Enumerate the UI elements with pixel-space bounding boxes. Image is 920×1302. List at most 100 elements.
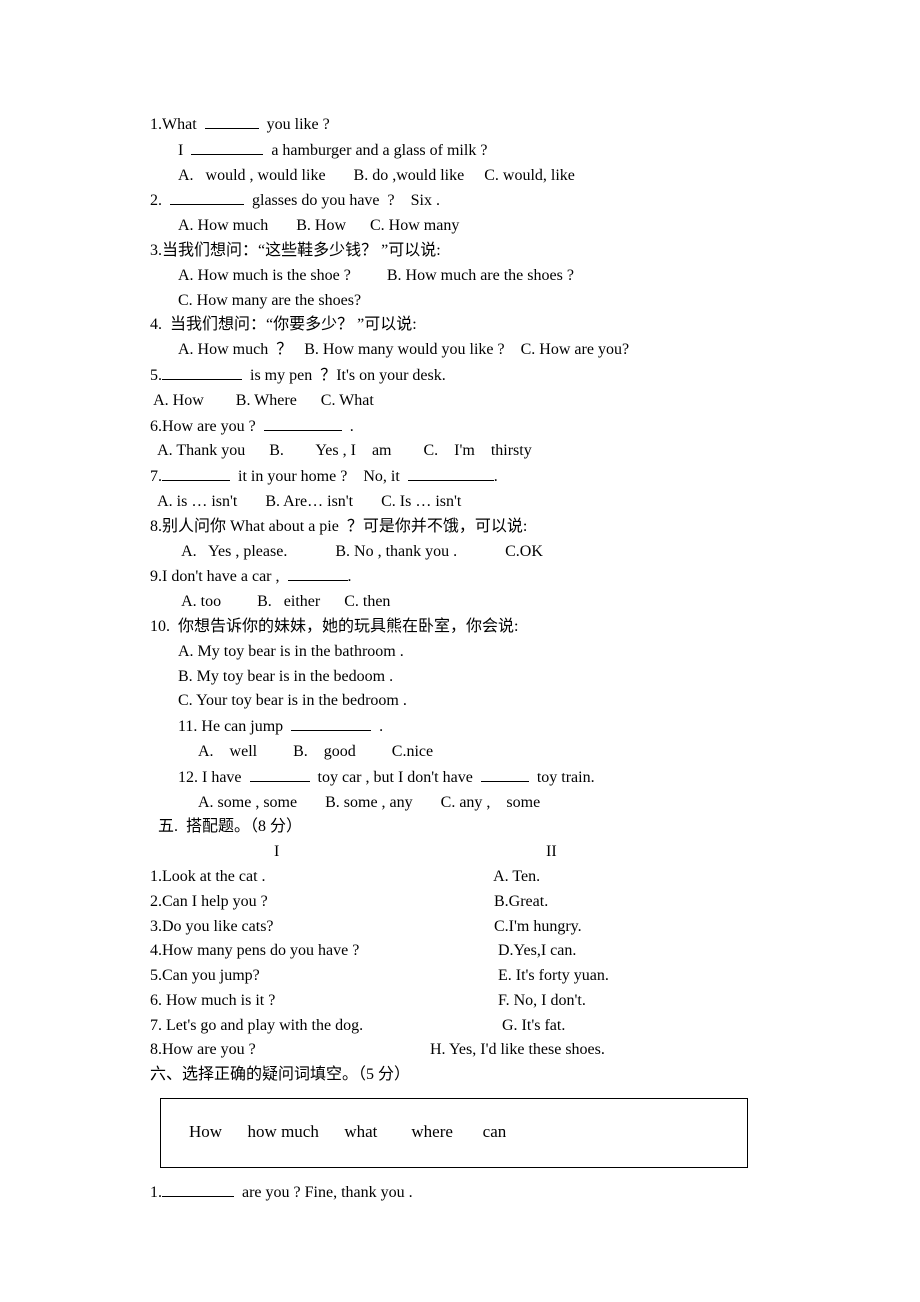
col-header-i: I (150, 840, 490, 865)
q12-options: A. some , some B. some , any C. any , so… (150, 791, 770, 816)
question-3: 3.当我们想问：“这些鞋多少钱？ ”可以说: A. How much is th… (150, 239, 770, 313)
matching-row: 3.Do you like cats? C.I'm hungry. (150, 915, 770, 940)
question-11: 11. He can jump . A. well B. good C.nice (150, 714, 770, 765)
match-right: D.Yes,I can. (490, 939, 576, 964)
q4-line1: 4. 当我们想问：“你要多少？ ”可以说: (150, 313, 770, 338)
question-9: 9.I don't have a car , . A. too B. eithe… (150, 564, 770, 615)
matching-row: 5.Can you jump? E. It's forty yuan. (150, 964, 770, 989)
q8-line1: 8.别人问你 What about a pie ？可是你并不饿，可以说: (150, 515, 770, 540)
blank (162, 363, 242, 380)
wordbox-wrap: How how much what where can (150, 1088, 770, 1168)
q9-line1: 9.I don't have a car , . (150, 564, 770, 590)
q3-options-2: C. How many are the shoes? (150, 289, 770, 314)
q1-line2: I a hamburger and a glass of milk ? (150, 138, 770, 164)
q12-text: toy car , but I don't have (310, 769, 481, 786)
question-8: 8.别人问你 What about a pie ？可是你并不饿，可以说: A. … (150, 515, 770, 565)
q6-text: 6.How are you ? (150, 418, 264, 435)
q10-option-a: A. My toy bear is in the bathroom . (150, 640, 770, 665)
q11-options: A. well B. good C.nice (150, 740, 770, 765)
blank (264, 414, 342, 431)
matching-row: 6. How much is it ? F. No, I don't. (150, 989, 770, 1014)
q12-text: toy train. (529, 769, 595, 786)
q6-options: A. Thank you B. Yes , I am C. I'm thirst… (150, 439, 770, 464)
q5-line1: 5. is my pen ？It's on your desk. (150, 363, 770, 389)
q1-line1: 1.What you like ? (150, 112, 770, 138)
q7-line1: 7. it in your home ? No, it . (150, 464, 770, 490)
word-box: How how much what where can (160, 1098, 748, 1168)
match-left: 8.How are you ? (150, 1038, 430, 1063)
q1-text: a hamburger and a glass of milk ? (263, 142, 487, 159)
q2-line1: 2. glasses do you have ? Six . (150, 188, 770, 214)
blank (205, 112, 259, 129)
q1-text: I (178, 142, 191, 159)
q9-text: . (348, 568, 352, 585)
question-2: 2. glasses do you have ? Six . A. How mu… (150, 188, 770, 239)
match-right: H. Yes, I'd like these shoes. (430, 1038, 605, 1063)
match-left: 3.Do you like cats? (150, 915, 490, 940)
q12-text: 12. I have (178, 769, 250, 786)
matching-row: 4.How many pens do you have ? D.Yes,I ca… (150, 939, 770, 964)
q8-options: A. Yes , please. B. No , thank you . C.O… (150, 540, 770, 565)
question-5: 5. is my pen ？It's on your desk. A. How … (150, 363, 770, 414)
match-left: 1.Look at the cat . (150, 865, 490, 890)
q5-options: A. How B. Where C. What (150, 389, 770, 414)
matching-header: I II (150, 840, 770, 865)
q9-options: A. too B. either C. then (150, 590, 770, 615)
blank (162, 464, 230, 481)
q7-text: it in your home ? No, it (230, 468, 408, 485)
blank (288, 564, 348, 581)
match-right: E. It's forty yuan. (490, 964, 609, 989)
match-right: A. Ten. (490, 865, 540, 890)
match-left: 6. How much is it ? (150, 989, 490, 1014)
matching-row: 1.Look at the cat . A. Ten. (150, 865, 770, 890)
q7-options: A. is … isn't B. Are… isn't C. Is … isn'… (150, 490, 770, 515)
q11-text: . (371, 718, 383, 735)
section-6-title: 六、选择正确的疑问词填空。（5 分） (150, 1063, 770, 1088)
q3-options-1: A. How much is the shoe ? B. How much ar… (150, 264, 770, 289)
matching-rows: 1.Look at the cat . A. Ten.2.Can I help … (150, 865, 770, 1063)
q1-options: A. would , would like B. do ,would like … (150, 164, 770, 189)
question-1: 1.What you like ? I a hamburger and a gl… (150, 112, 770, 188)
q7-text: 7. (150, 468, 162, 485)
match-right: G. It's fat. (490, 1014, 565, 1039)
q10-option-b: B. My toy bear is in the bedoom . (150, 665, 770, 690)
q12-line1: 12. I have toy car , but I don't have to… (150, 765, 770, 791)
q1-text: 1.What (150, 116, 205, 133)
q2-options: A. How much B. How C. How many (150, 214, 770, 239)
question-4: 4. 当我们想问：“你要多少？ ”可以说: A. How much ？ B. H… (150, 313, 770, 363)
match-left: 5.Can you jump? (150, 964, 490, 989)
q3-line1: 3.当我们想问：“这些鞋多少钱？ ”可以说: (150, 239, 770, 264)
worksheet-page: 1.What you like ? I a hamburger and a gl… (0, 0, 920, 1302)
matching-row: 8.How are you ?H. Yes, I'd like these sh… (150, 1038, 770, 1063)
match-left: 4.How many pens do you have ? (150, 939, 490, 964)
blank (481, 765, 529, 782)
s6-q1: 1. are you ? Fine, thank you . (150, 1180, 770, 1206)
q11-text: 11. He can jump (178, 718, 291, 735)
q5-text: 5. (150, 367, 162, 384)
q2-text: 2. (150, 192, 170, 209)
q2-text: glasses do you have ? Six . (244, 192, 440, 209)
match-right: F. No, I don't. (490, 989, 586, 1014)
question-6: 6.How are you ? . A. Thank you B. Yes , … (150, 414, 770, 465)
col-header-ii: II (490, 840, 557, 865)
s6-q1-text: 1. (150, 1184, 162, 1201)
blank (291, 714, 371, 731)
question-7: 7. it in your home ? No, it . A. is … is… (150, 464, 770, 515)
blank (162, 1180, 234, 1197)
q4-options: A. How much ？ B. How many would you like… (150, 338, 770, 363)
match-left: 2.Can I help you ? (150, 890, 490, 915)
blank (250, 765, 310, 782)
match-left: 7. Let's go and play with the dog. (150, 1014, 490, 1039)
s6-q1-text: are you ? Fine, thank you . (234, 1184, 413, 1201)
matching-row: 2.Can I help you ? B.Great. (150, 890, 770, 915)
q10-option-c: C. Your toy bear is in the bedroom . (150, 689, 770, 714)
match-right: C.I'm hungry. (490, 915, 582, 940)
blank (170, 188, 244, 205)
q7-text: . (494, 468, 498, 485)
q10-line1: 10. 你想告诉你的妹妹，她的玩具熊在卧室，你会说: (150, 615, 770, 640)
q1-text: you like ? (259, 116, 330, 133)
q11-line1: 11. He can jump . (150, 714, 770, 740)
q5-text: is my pen ？It's on your desk. (242, 367, 446, 384)
question-12: 12. I have toy car , but I don't have to… (150, 765, 770, 816)
q6-line1: 6.How are you ? . (150, 414, 770, 440)
